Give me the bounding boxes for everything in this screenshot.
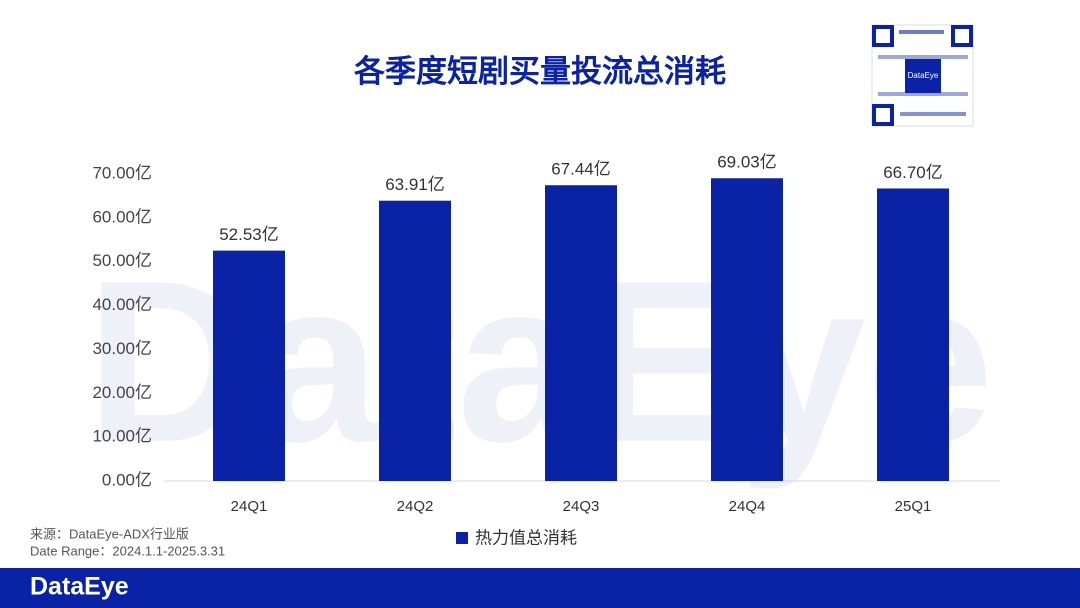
y-tick-label: 50.00亿 [92,251,152,270]
x-tick-label: 24Q4 [729,498,766,515]
footer-bar [0,568,1080,608]
x-tick-label: 25Q1 [895,498,932,515]
y-tick-label: 60.00亿 [92,207,152,226]
bar [213,250,285,481]
bar [711,178,783,481]
value-label: 52.53亿 [219,225,279,244]
value-label: 63.91亿 [385,175,445,194]
qr-label: DataEye [908,71,939,80]
y-tick-label: 20.00亿 [92,383,152,402]
source: 来源：DataEye-ADX行业版 [30,526,189,541]
chart-title: 各季度短剧买量投流总消耗 [353,54,726,89]
y-tick-label: 30.00亿 [92,339,152,358]
y-tick-label: 70.00亿 [92,163,152,182]
y-tick-label: 0.00亿 [102,470,152,489]
x-tick-label: 24Q2 [397,498,434,515]
value-label: 66.70亿 [883,163,943,182]
y-tick-label: 40.00亿 [92,295,152,314]
bar [877,188,949,482]
legend-swatch [456,532,468,544]
bar [545,185,617,482]
value-label: 67.44亿 [551,160,611,179]
y-tick-label: 10.00亿 [92,427,152,446]
brand: DataEye [30,573,129,601]
legend-label: 热力值总消耗 [475,528,577,547]
x-tick-label: 24Q3 [563,498,600,515]
value-label: 69.03亿 [717,153,777,172]
qr-code: DataEye [871,24,974,127]
date-range: Date Range：2024.1.1-2025.3.31 [30,543,225,558]
x-tick-label: 24Q1 [231,498,268,515]
bar [379,200,451,482]
